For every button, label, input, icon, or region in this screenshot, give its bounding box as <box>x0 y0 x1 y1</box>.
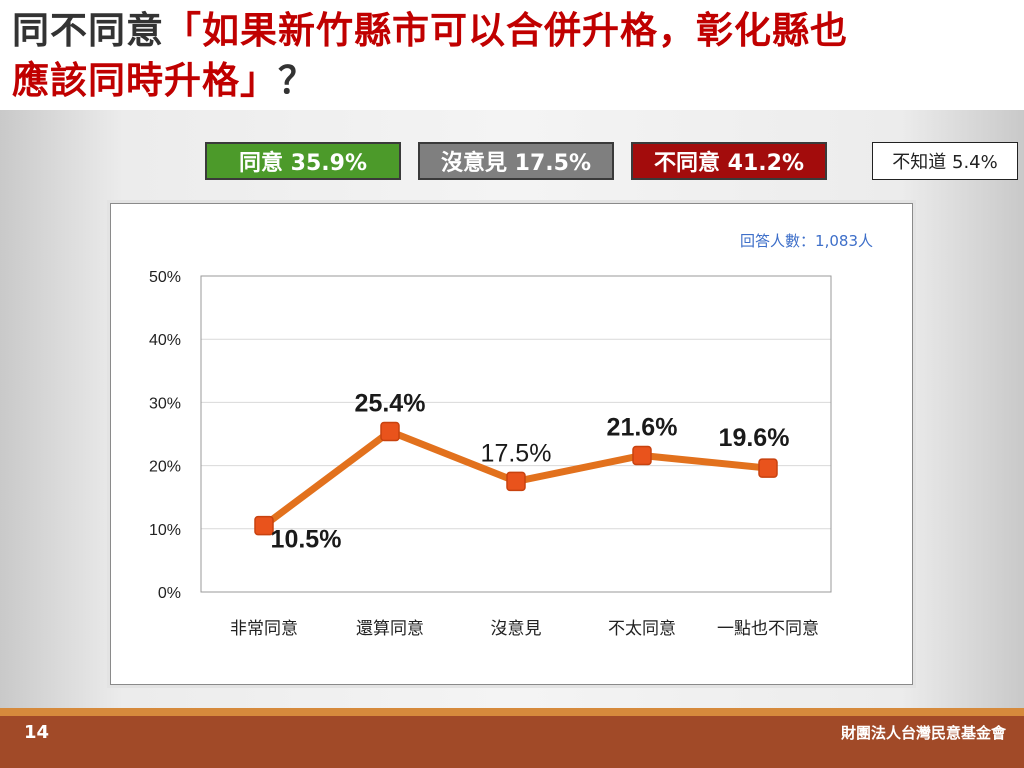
summary-neutral-box: 沒意見 17.5% <box>418 142 614 180</box>
page-number: 14 <box>24 722 50 743</box>
data-label: 19.6% <box>719 424 790 452</box>
sample-size-note: 回答人數：1,083人 <box>740 232 873 250</box>
data-label: 21.6% <box>607 413 678 441</box>
slide-title: 同不同意「如果新竹縣市可以合併升格，彰化縣也 應該同時升格」？ <box>12 6 1012 106</box>
summary-disagree-box: 不同意 41.2% <box>631 142 827 180</box>
summary-agree-box: 同意 35.9% <box>205 142 401 180</box>
x-tick-label: 還算同意 <box>356 619 424 639</box>
data-point-marker <box>758 458 778 478</box>
organization-name: 財團法人台灣民意基金會 <box>840 724 1006 742</box>
y-tick-label: 10% <box>149 522 181 539</box>
data-label: 10.5% <box>271 526 342 554</box>
title-highlight-1: 「如果新竹縣市可以合併升格，彰化縣也 <box>164 9 848 52</box>
data-label: 17.5% <box>481 439 552 467</box>
data-point-marker <box>254 515 274 536</box>
title-lead: 同不同意 <box>12 9 164 52</box>
data-point-marker <box>380 421 400 442</box>
y-tick-label: 20% <box>149 459 181 476</box>
footer-bar <box>0 708 1024 768</box>
x-tick-label: 不太同意 <box>608 619 676 639</box>
plot-area-border <box>200 275 832 593</box>
x-tick-label: 沒意見 <box>491 619 542 639</box>
data-label: 25.4% <box>355 389 426 417</box>
x-tick-label: 一點也不同意 <box>717 619 819 639</box>
title-highlight-2: 應該同時升格」 <box>12 59 278 102</box>
y-tick-label: 0% <box>158 585 181 602</box>
data-point-marker <box>632 445 652 466</box>
y-tick-label: 30% <box>149 395 181 412</box>
y-tick-label: 50% <box>149 269 181 286</box>
line-chart: 0% 10% 20% 30% 40% 50% 非常同意 還算同意 沒意見 不太同意 一點也不同意 10… <box>149 232 873 639</box>
y-tick-label: 40% <box>149 332 181 349</box>
data-point-marker <box>506 471 526 492</box>
title-tail: ？ <box>278 59 316 102</box>
summary-unknown-box: 不知道 5.4% <box>872 142 1018 180</box>
chart-frame: 0% 10% 20% 30% 40% 50% 非常同意 還算同意 沒意見 不太同意 一點也不同意 10… <box>110 203 913 685</box>
x-tick-label: 非常同意 <box>230 619 298 639</box>
